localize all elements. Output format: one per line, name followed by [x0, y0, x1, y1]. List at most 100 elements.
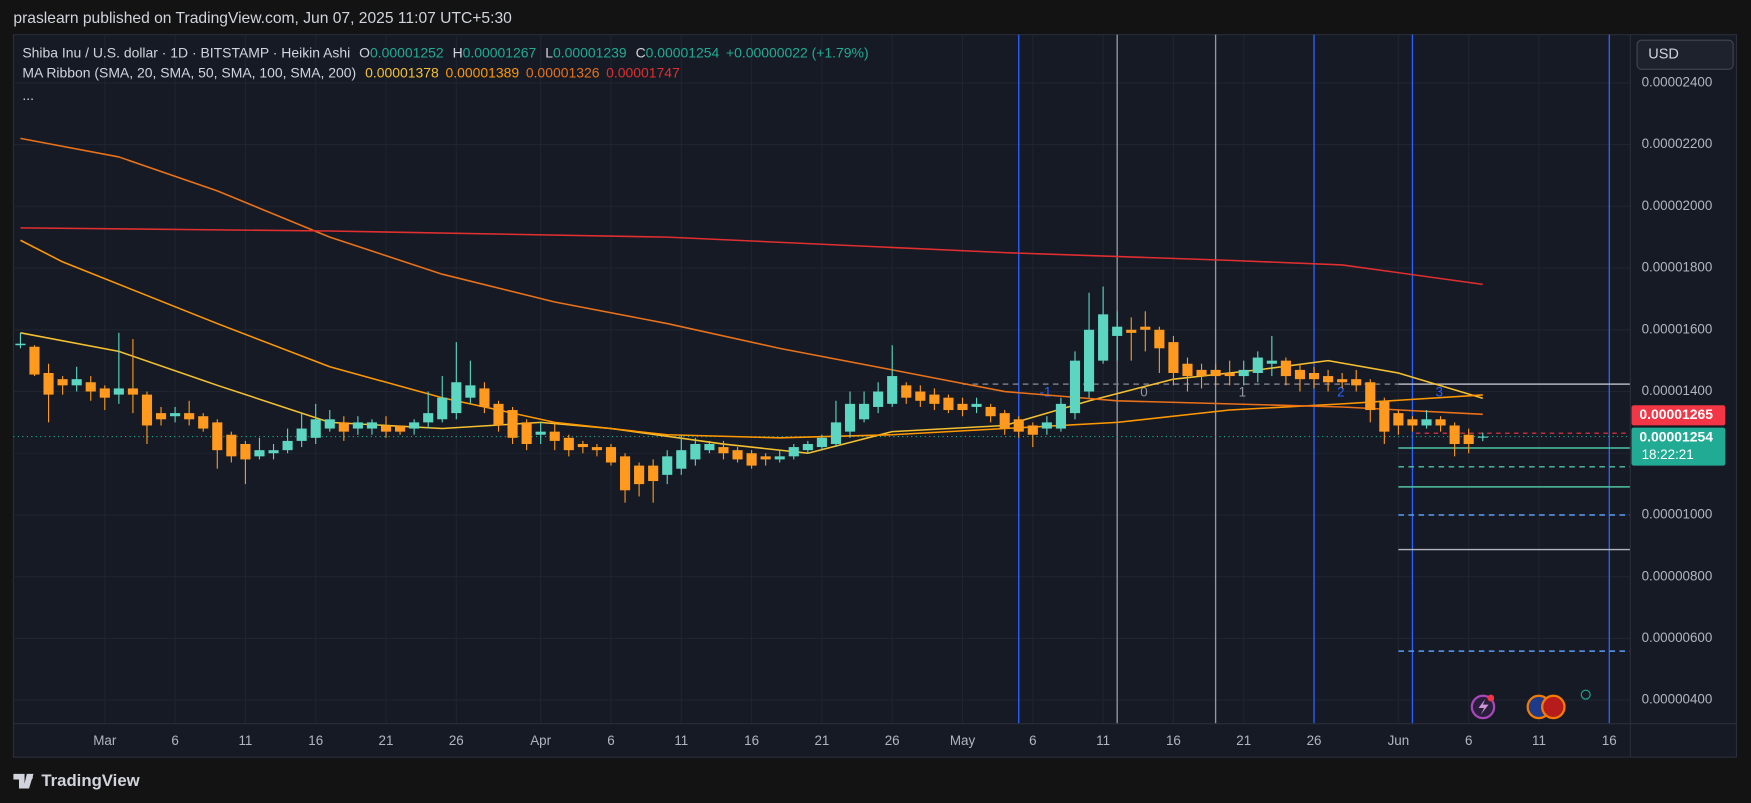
candle-body — [226, 434, 237, 457]
candle-body — [1126, 329, 1137, 333]
legend-indicator: MA Ribbon (SMA, 20, SMA, 50, SMA, 100, S… — [22, 64, 680, 80]
ohlc-value: 0.00001252 — [370, 44, 444, 60]
ma-line — [20, 137, 1483, 416]
ma-line — [20, 239, 1483, 439]
candle-body — [465, 385, 476, 398]
candle-body — [324, 419, 335, 429]
ma-value: 0.00001378 — [365, 64, 439, 80]
candle-body — [1308, 372, 1320, 380]
candle-body — [1168, 342, 1179, 373]
x-tick-label: 11 — [674, 733, 688, 748]
candle-body — [619, 456, 631, 491]
candle-body — [1224, 372, 1235, 377]
x-tick-label: Mar — [93, 733, 117, 748]
candle-body — [1182, 363, 1193, 377]
candle-body — [1238, 369, 1249, 377]
time-zone-label: 1 — [1239, 385, 1246, 400]
event-icon[interactable] — [1541, 694, 1566, 720]
candle-body — [830, 422, 842, 444]
x-tick-label: 16 — [1166, 733, 1181, 748]
candle-body — [296, 428, 307, 441]
price-label: 0.00001265 — [1639, 406, 1713, 422]
candle-body — [85, 382, 96, 392]
legend-more[interactable]: ... — [22, 87, 34, 103]
candle-body — [1323, 376, 1334, 383]
ma-value: 0.00001326 — [526, 64, 600, 80]
candle-body — [493, 403, 504, 426]
event-icons — [1470, 689, 1591, 720]
candle-body — [57, 379, 68, 386]
candle-body — [873, 391, 884, 407]
candle-body — [409, 422, 420, 429]
candle-body — [718, 447, 729, 454]
candle-body — [1013, 419, 1024, 432]
candle-body — [577, 443, 588, 448]
candle-body — [732, 450, 743, 460]
candle-body — [380, 425, 392, 432]
x-tick-label: 6 — [607, 733, 614, 748]
candle-body — [170, 413, 181, 417]
candle-body — [859, 403, 870, 420]
candle-body — [1083, 329, 1095, 392]
candle-body — [1098, 314, 1109, 361]
candle-body — [1027, 425, 1038, 435]
candle-body — [1266, 360, 1277, 364]
candle-body — [704, 443, 715, 451]
change: +0.00000022 (+1.79%) — [726, 44, 869, 60]
x-tick-label: 26 — [449, 733, 464, 748]
currency-label[interactable]: USD — [1648, 47, 1679, 63]
candle-body — [479, 388, 490, 407]
event-icon[interactable] — [1580, 689, 1591, 700]
time-zone-label: 2 — [1337, 385, 1344, 400]
candle-body — [802, 443, 813, 451]
candle-body — [662, 456, 673, 475]
y-tick-label: 0.00000400 — [1642, 692, 1713, 707]
x-tick-label: 16 — [308, 733, 323, 748]
candle-body — [1393, 413, 1404, 426]
candle-body — [816, 437, 827, 448]
plot — [15, 137, 1488, 503]
y-tick-label: 0.00002000 — [1642, 198, 1713, 213]
candle-body — [43, 372, 54, 395]
candle-body — [282, 440, 293, 451]
candle-body — [605, 447, 617, 463]
candle-body — [676, 450, 687, 469]
brand-name: TradingView — [41, 771, 140, 790]
candle-body — [563, 437, 574, 451]
x-tick-label: May — [950, 733, 976, 748]
x-tick-label: 26 — [885, 733, 900, 748]
candle-body — [1196, 369, 1207, 377]
x-tick-label: 26 — [1307, 733, 1322, 748]
candle-body — [437, 397, 448, 420]
ma-value: 0.00001389 — [445, 64, 519, 80]
ohlc-label: H — [453, 44, 463, 60]
y-tick-label: 0.00001000 — [1642, 507, 1713, 522]
candle-body — [1280, 360, 1291, 377]
ohlc-label: L — [545, 44, 553, 60]
candle-body — [1252, 357, 1263, 373]
candle-body — [1449, 425, 1460, 444]
currency-button[interactable] — [1636, 39, 1734, 70]
x-tick-label: 6 — [1029, 733, 1036, 748]
candle-body — [1463, 434, 1474, 444]
candle-body — [648, 465, 659, 482]
x-tick-label: 16 — [744, 733, 759, 748]
candle-body — [1365, 382, 1376, 411]
candle-body — [943, 397, 954, 411]
x-tick-label: 21 — [1236, 733, 1251, 748]
ohlc-label: C — [636, 44, 646, 60]
candle-body — [507, 410, 518, 438]
candle-body — [985, 406, 996, 417]
x-tick-label: 11 — [1096, 733, 1110, 748]
candle-body — [1337, 379, 1348, 383]
axes: 0.00002400 0.00002200 0.00002000 0.00001800… — [93, 74, 1726, 748]
candle-body — [1421, 419, 1432, 426]
legend-main: Shiba Inu / U.S. dollar · 1D · BITSTAMP … — [22, 44, 868, 60]
candle-body — [29, 346, 40, 375]
ohlc-value: 0.00001267 — [463, 44, 537, 60]
candle-body — [915, 391, 926, 401]
candle-body — [15, 343, 26, 346]
price-label-box — [1631, 405, 1726, 426]
ma-value: 0.00001747 — [606, 64, 680, 80]
